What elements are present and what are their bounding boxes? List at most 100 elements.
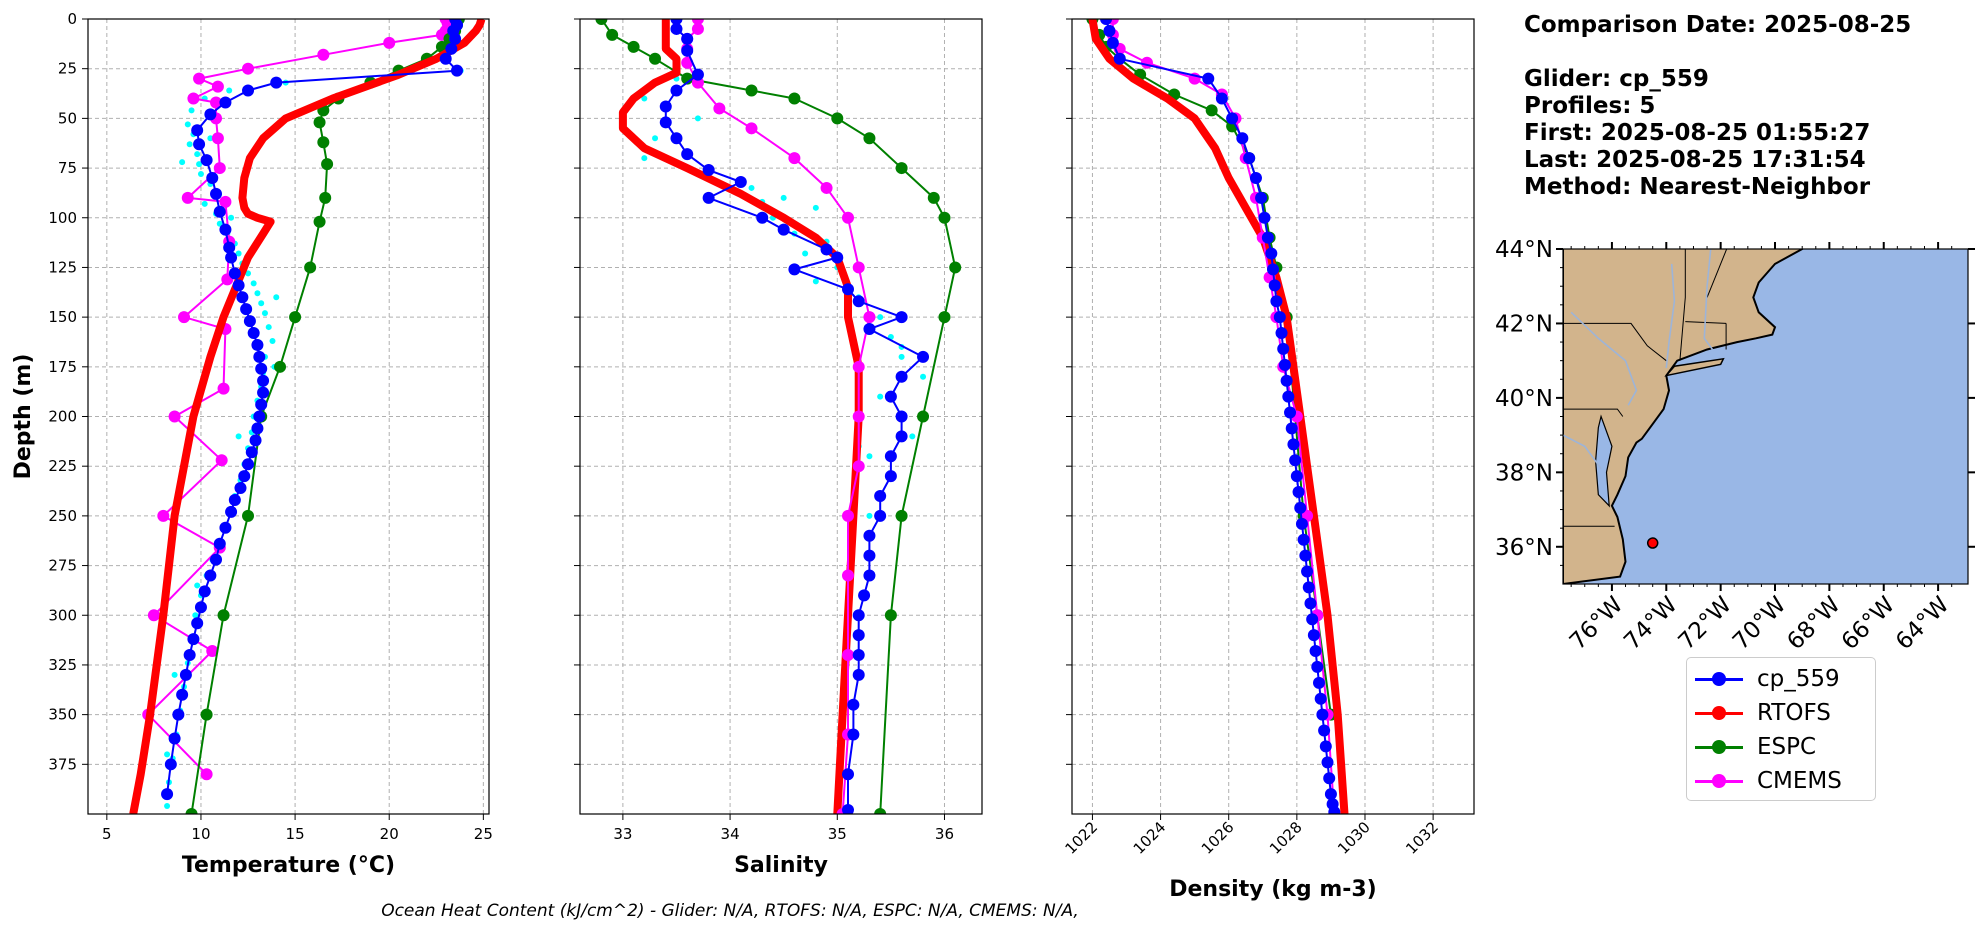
series-point-cp559 — [1103, 24, 1116, 37]
series-point-cp559 — [852, 668, 865, 681]
series-line-rtofs — [618, 19, 863, 814]
glider-profile-point — [235, 433, 242, 440]
series-point-espc — [185, 808, 198, 814]
x-tick-label: 1028 — [1266, 818, 1306, 858]
series-point-cp559 — [1319, 740, 1332, 753]
series-point-cp559 — [1307, 629, 1320, 642]
series-point-espc — [289, 311, 302, 324]
y-tick-label: 125 — [48, 258, 77, 276]
glider-profile-point — [694, 115, 701, 122]
glider-name: Glider: cp_559 — [1524, 66, 1709, 92]
last-time: Last: 2025-08-25 17:31:54 — [1524, 147, 1866, 173]
series-point-cp559 — [852, 295, 865, 308]
glider-profile-point — [802, 250, 809, 257]
legend-label-espc: ESPC — [1757, 734, 1817, 760]
series-point-cp559 — [895, 430, 908, 443]
y-tick-label: 75 — [58, 159, 77, 177]
chesapeake-bay — [1595, 414, 1613, 508]
series-point-cp559 — [681, 148, 694, 161]
series-point-espc — [745, 84, 758, 97]
series-point-cmems — [168, 410, 181, 423]
method: Method: Nearest-Neighbor — [1524, 174, 1871, 200]
state-border — [1563, 322, 1667, 362]
glider-profile-point — [188, 107, 195, 114]
series-point-cp559 — [1243, 152, 1256, 165]
series-point-cp559 — [1226, 112, 1239, 125]
state-border — [1706, 249, 1728, 298]
series-point-cmems — [217, 382, 230, 395]
x-tick-label: 5 — [102, 825, 112, 843]
series-point-cmems — [187, 92, 200, 105]
series-point-cp559 — [225, 251, 238, 264]
y-tick-label: 150 — [48, 308, 77, 326]
panel-temperature: 5 10 15 20 250255075100125150175200225250275… — [11, 10, 493, 878]
series-point-cp559 — [179, 668, 192, 681]
series-point-cp559 — [445, 42, 458, 55]
series-point-cp559 — [852, 629, 865, 642]
series-point-espc — [927, 191, 940, 204]
series-point-cp559 — [1284, 406, 1297, 419]
series-point-cp559 — [1277, 342, 1290, 355]
series-point-cp559 — [191, 124, 204, 137]
series-point-cp559 — [895, 311, 908, 324]
y-tick-label: 225 — [48, 457, 77, 475]
x-tick-label: 36 — [935, 825, 954, 843]
map-lat-label: 42°N — [1495, 311, 1553, 337]
y-tick-label: 100 — [48, 209, 77, 227]
x-tick-label: 33 — [613, 825, 632, 843]
series-point-cp559 — [1299, 549, 1312, 562]
series-point-espc — [917, 410, 930, 423]
legend-swatch-cp559 — [1695, 667, 1743, 691]
glider-profile-point — [748, 184, 755, 191]
series-point-cmems — [219, 195, 232, 208]
glider-profile-point — [192, 612, 199, 619]
y-tick-label: 375 — [48, 755, 77, 773]
glider-profile-point — [186, 141, 193, 148]
y-tick-label: 200 — [48, 408, 77, 426]
series-point-cmems — [317, 48, 330, 61]
series-point-cmems — [213, 162, 226, 175]
series-point-cp559 — [659, 100, 672, 113]
series-point-cp559 — [1215, 92, 1228, 105]
x-axis-label: Salinity — [734, 853, 828, 878]
series-point-cp559 — [1289, 454, 1302, 467]
series-point-cp559 — [219, 223, 232, 236]
series-point-cp559 — [1278, 358, 1291, 371]
series-point-cp559 — [206, 172, 219, 184]
series-point-cmems — [713, 102, 726, 115]
plot-area-density — [1086, 19, 1349, 814]
series-point-cp559 — [270, 76, 283, 89]
series-point-cmems — [852, 261, 865, 274]
glider-profile-point — [780, 194, 787, 201]
river — [1703, 249, 1714, 350]
series-point-cp559 — [187, 633, 200, 646]
series-point-cp559 — [183, 649, 196, 661]
series-point-cp559 — [1292, 486, 1305, 499]
series-point-cp559 — [1311, 660, 1324, 673]
series-point-cmems — [178, 311, 191, 324]
series-point-cp559 — [1280, 374, 1293, 387]
glider-profile-point — [226, 87, 233, 94]
series-point-espc — [938, 211, 951, 224]
glider-profile-point — [207, 135, 214, 142]
series-point-cp559 — [1287, 438, 1300, 451]
x-tick-label: 15 — [286, 825, 305, 843]
x-tick-label: 1030 — [1334, 818, 1374, 858]
glider-profile-point — [197, 171, 204, 178]
series-point-espc — [627, 40, 640, 53]
map-lon-label: 74°W — [1619, 592, 1682, 655]
series-point-cp559 — [1324, 788, 1337, 801]
series-point-cp559 — [884, 470, 897, 483]
glider-profile-point — [201, 200, 208, 207]
series-point-cp559 — [242, 84, 255, 97]
x-tick-label: 1022 — [1062, 818, 1102, 858]
legend-item-cmems: CMEMS — [1695, 764, 1867, 798]
series-point-cmems — [193, 72, 206, 85]
series-point-cp559 — [1285, 422, 1298, 435]
map-lon-label: 72°W — [1674, 592, 1737, 655]
x-tick-label: 35 — [828, 825, 847, 843]
series-point-cp559 — [247, 327, 260, 340]
series-point-cp559 — [874, 509, 887, 522]
glider-profile-point — [866, 453, 873, 460]
series-point-espc — [874, 808, 887, 814]
